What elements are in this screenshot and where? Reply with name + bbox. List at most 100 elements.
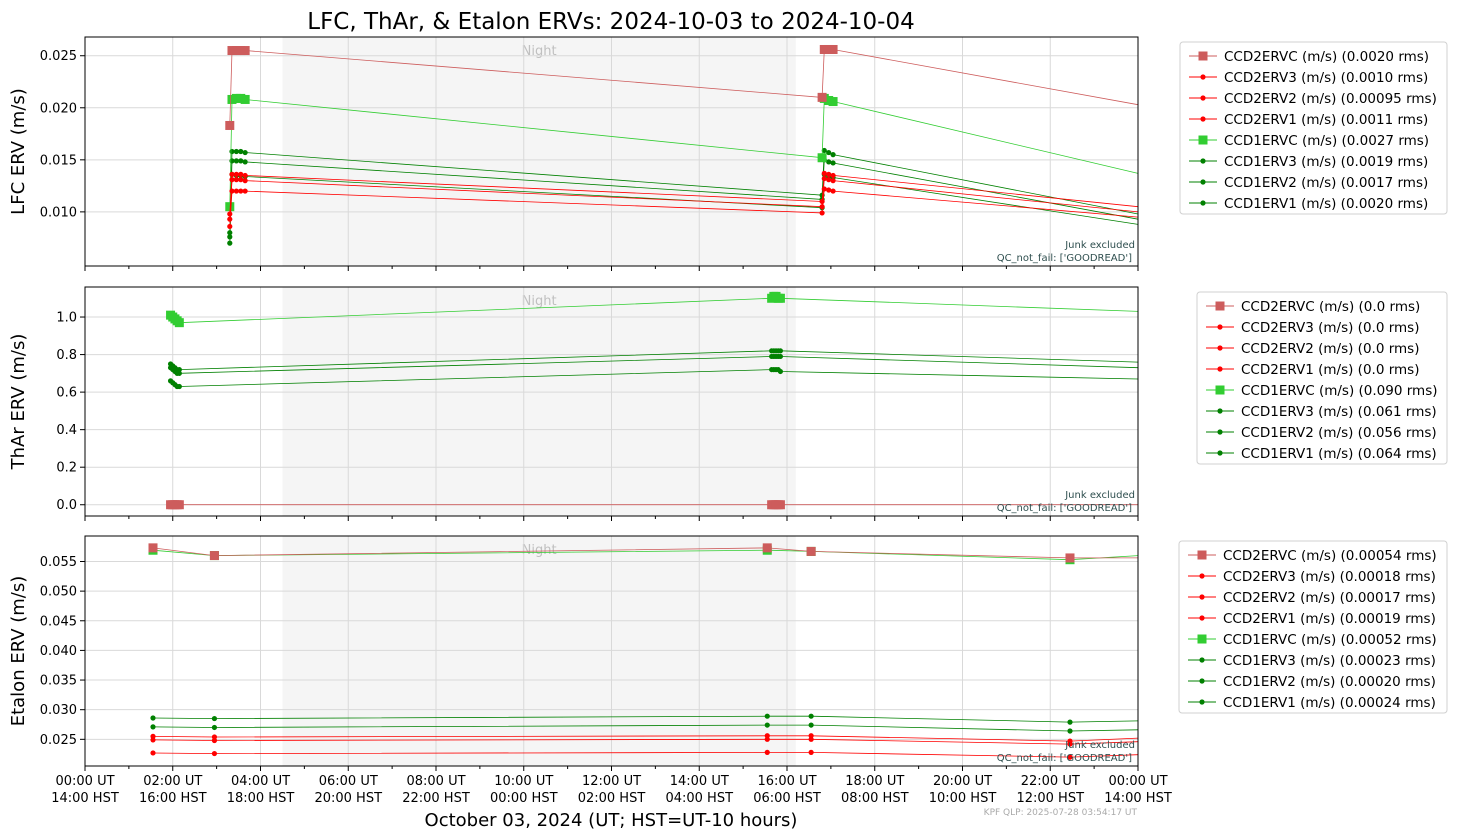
legend-item: CCD2ERV1 (m/s) (0.0011 rms)	[1189, 112, 1428, 128]
night-label: Night	[522, 294, 557, 309]
data-point	[764, 736, 770, 742]
series-ccd1erv2	[167, 353, 1139, 376]
legend-marker	[1198, 135, 1208, 145]
data-point	[211, 737, 218, 744]
x-tick-label-ut: 20:00 UT	[933, 774, 992, 789]
legend-marker	[1199, 678, 1205, 684]
legend-label: CCD2ERV3 (m/s) (0.00018 rms)	[1223, 569, 1436, 585]
data-point	[233, 148, 239, 155]
note-junk: Junk excluded	[1064, 490, 1135, 501]
data-point	[238, 158, 244, 164]
x-tick-label-ut: 10:00 UT	[494, 774, 553, 789]
data-point	[176, 370, 182, 376]
x-tick-label-ut: 18:00 UT	[845, 774, 904, 789]
data-point	[211, 734, 218, 740]
data-point	[764, 713, 770, 719]
data-point	[828, 97, 838, 107]
legend-label: CCD2ERV1 (m/s) (0.0011 rms)	[1224, 112, 1428, 128]
series-line	[152, 715, 1139, 723]
legend-marker	[1217, 408, 1223, 414]
x-tick-label-ut: 12:00 UT	[582, 774, 641, 789]
x-tick-label-hst: 14:00 HST	[1104, 791, 1172, 806]
series-ccd2erv2	[227, 175, 1139, 222]
data-point	[806, 546, 816, 556]
data-point	[148, 543, 158, 553]
legend-item: CCD2ERV3 (m/s) (0.00018 rms)	[1188, 569, 1436, 585]
data-point	[819, 198, 825, 205]
legend-frame	[1196, 291, 1448, 465]
data-point	[808, 733, 814, 739]
legend-item: CCD2ERV3 (m/s) (0.0010 rms)	[1189, 70, 1428, 86]
legend-item: CCD1ERV1 (m/s) (0.00024 rms)	[1188, 695, 1436, 711]
night-region	[282, 536, 796, 766]
y-tick-label: 0.8	[56, 348, 77, 363]
data-point	[830, 160, 836, 166]
data-point	[830, 152, 836, 158]
panel-1: Night 0.010 0.015 0.020 0.025 Junk excluded QC…	[8, 36, 1448, 271]
x-tick-label-ut: 22:00 UT	[1021, 774, 1080, 789]
data-point	[821, 186, 827, 192]
legend-label: CCD2ERV2 (m/s) (0.0 rms)	[1241, 341, 1419, 357]
legend-marker	[1200, 200, 1206, 206]
series-ccd2erv1	[150, 749, 1139, 760]
data-point	[242, 188, 248, 194]
data-point	[150, 724, 156, 730]
legend-item: CCD2ERV2 (m/s) (0.00017 rms)	[1188, 590, 1436, 606]
data-point	[233, 158, 239, 164]
data-point	[808, 736, 814, 742]
data-point	[238, 171, 244, 177]
legend-marker	[1200, 179, 1206, 185]
data-point	[211, 750, 218, 757]
legend-marker	[1197, 634, 1207, 644]
data-point	[150, 750, 156, 756]
y-tick-label: 0.055	[40, 555, 77, 570]
legend-label: CCD2ERV3 (m/s) (0.0 rms)	[1241, 320, 1419, 336]
legend-label: CCD1ERVC (m/s) (0.0027 rms)	[1224, 133, 1429, 149]
axes-frame	[84, 36, 1139, 267]
legend-marker	[1199, 573, 1205, 579]
legend-label: CCD1ERV3 (m/s) (0.061 rms)	[1241, 404, 1437, 420]
axes-frame	[84, 535, 1139, 767]
x-tick-label-hst: 20:00 HST	[314, 791, 382, 806]
x-tick-label-ut: 04:00 UT	[231, 774, 290, 789]
x-tick-label-ut: 14:00 UT	[670, 774, 729, 789]
data-point	[233, 177, 239, 183]
legend-item: CCD2ERV2 (m/s) (0.00095 rms)	[1189, 91, 1437, 107]
data-point	[225, 120, 235, 130]
legend-item: CCD1ERVC (m/s) (0.090 rms)	[1206, 383, 1438, 399]
legend-item: CCD1ERV2 (m/s) (0.00020 rms)	[1188, 674, 1436, 690]
legend-label: CCD2ERV3 (m/s) (0.0010 rms)	[1224, 70, 1428, 86]
x-tick-label-hst: 14:00 HST	[51, 791, 119, 806]
data-point	[242, 178, 248, 184]
data-point	[826, 149, 832, 156]
x-tick-label-ut: 06:00 UT	[319, 774, 378, 789]
note-qc: QC_not_fail: ['GOODREAD']	[997, 753, 1132, 764]
legend-marker	[1215, 301, 1225, 311]
x-tick-label-hst: 10:00 HST	[929, 791, 997, 806]
y-tick-label: 0.050	[40, 585, 77, 600]
legend-item: CCD1ERV1 (m/s) (0.064 rms)	[1206, 446, 1437, 462]
data-point	[150, 733, 156, 739]
data-point	[826, 159, 832, 165]
note-junk: Junk excluded	[1064, 740, 1135, 751]
data-point	[150, 715, 156, 721]
data-point	[817, 153, 827, 163]
data-point	[227, 223, 233, 230]
legend-marker	[1200, 158, 1206, 164]
data-point	[830, 172, 836, 179]
data-point	[211, 715, 218, 722]
y-tick-label: 0.020	[40, 101, 77, 116]
y-tick-label: 0.6	[56, 386, 77, 401]
data-point	[821, 170, 827, 176]
data-point	[830, 178, 836, 184]
data-point	[808, 749, 814, 755]
y-axis-label: ThAr ERV (m/s)	[8, 334, 29, 471]
data-point	[233, 188, 239, 194]
data-point	[821, 147, 827, 154]
legend-label: CCD2ERV2 (m/s) (0.00095 rms)	[1224, 91, 1437, 107]
legend-marker	[1217, 366, 1223, 372]
legend-label: CCD1ERV3 (m/s) (0.00023 rms)	[1223, 653, 1436, 669]
y-axis-label: Etalon ERV (m/s)	[8, 576, 29, 727]
data-point	[830, 188, 836, 194]
note-junk: Junk excluded	[1064, 240, 1135, 251]
